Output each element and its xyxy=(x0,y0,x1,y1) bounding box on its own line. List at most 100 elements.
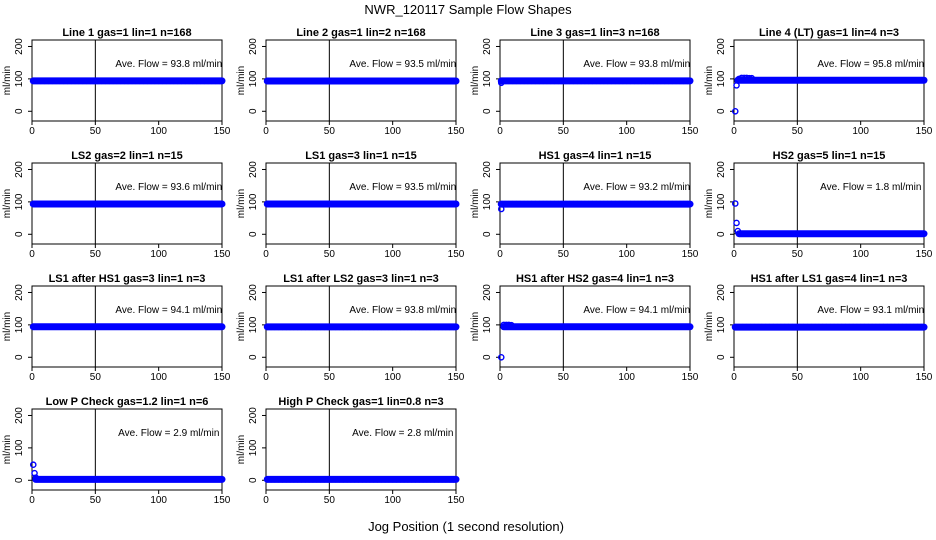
x-tick-label: 0 xyxy=(497,126,503,137)
data-point xyxy=(351,77,358,85)
data-point xyxy=(626,323,633,330)
data-point xyxy=(385,323,393,331)
data-point xyxy=(619,200,627,208)
data-point xyxy=(523,323,530,330)
data-point xyxy=(359,476,366,483)
data-point xyxy=(381,200,389,208)
data-point xyxy=(652,323,660,330)
data-point xyxy=(159,323,166,330)
data-point xyxy=(446,476,453,483)
data-point xyxy=(298,77,305,85)
data-point xyxy=(884,230,891,237)
data-point xyxy=(267,476,275,483)
y-axis-label: ml/min xyxy=(236,66,247,95)
data-point xyxy=(416,476,423,483)
data-point xyxy=(497,79,505,87)
data-point xyxy=(389,77,396,85)
data-point xyxy=(857,230,864,237)
data-point xyxy=(174,77,181,85)
data-point xyxy=(106,200,113,208)
data-point xyxy=(113,200,121,208)
data-point xyxy=(121,77,128,85)
data-point xyxy=(201,323,208,330)
data-point xyxy=(343,323,351,331)
data-point xyxy=(876,230,883,237)
data-point xyxy=(389,476,396,483)
data-point xyxy=(170,200,178,208)
data-point xyxy=(173,476,180,483)
data-point xyxy=(355,323,362,331)
data-point xyxy=(393,323,400,331)
data-point xyxy=(672,77,680,85)
data-point xyxy=(290,77,298,85)
panel-title: Line 3 gas=1 lin=3 n=168 xyxy=(530,27,659,39)
data-point xyxy=(204,200,212,208)
data-point xyxy=(305,200,313,208)
data-point xyxy=(895,230,902,237)
data-point xyxy=(808,230,815,237)
data-point xyxy=(509,200,516,208)
data-point xyxy=(321,200,328,208)
data-point xyxy=(30,323,37,330)
data-point xyxy=(581,200,589,208)
data-point xyxy=(627,77,634,85)
data-point xyxy=(834,323,842,331)
data-point xyxy=(174,323,181,330)
data-point xyxy=(128,200,136,208)
data-point xyxy=(343,77,351,85)
data-point xyxy=(216,323,223,330)
data-point xyxy=(189,323,197,330)
data-point xyxy=(144,200,151,208)
data-point xyxy=(538,323,546,330)
data-point xyxy=(321,323,328,331)
data-point xyxy=(170,323,178,330)
data-point xyxy=(121,323,128,330)
data-point xyxy=(56,323,64,330)
data-point xyxy=(497,205,505,213)
data-point xyxy=(275,77,282,85)
data-point xyxy=(811,230,819,237)
data-point xyxy=(450,77,457,85)
data-point xyxy=(275,323,282,331)
data-point xyxy=(163,200,170,208)
data-point xyxy=(848,77,856,84)
data-point xyxy=(528,77,535,85)
data-point xyxy=(562,200,570,208)
data-point xyxy=(79,200,86,208)
data-point xyxy=(633,323,641,330)
panel: HS2 gas=5 lin=1 n=15 0 50 100 150 0 100 200ml/m… xyxy=(704,150,933,260)
data-point xyxy=(664,323,671,330)
y-tick-label: 200 xyxy=(248,161,259,178)
data-point xyxy=(814,77,821,84)
x-tick-label: 0 xyxy=(29,249,35,260)
x-tick-label: 50 xyxy=(558,126,570,137)
data-point xyxy=(185,77,193,85)
data-point xyxy=(324,200,332,208)
data-point xyxy=(884,323,891,331)
data-point xyxy=(317,476,324,483)
data-point xyxy=(641,323,648,330)
data-point xyxy=(838,323,845,331)
flow-annotation: Ave. Flow = 93.5 ml/min xyxy=(349,182,456,193)
data-point xyxy=(324,323,332,331)
data-point xyxy=(909,77,916,84)
data-point xyxy=(182,77,189,85)
data-point xyxy=(634,200,642,208)
data-point xyxy=(87,200,94,208)
panel: Line 3 gas=1 lin=3 n=168 0 50 100 150 0 100 200… xyxy=(470,27,699,137)
data-point xyxy=(123,476,131,483)
data-point xyxy=(551,200,558,208)
x-tick-label: 150 xyxy=(214,495,231,506)
data-point xyxy=(397,200,404,208)
data-point xyxy=(442,77,450,85)
data-point xyxy=(608,77,615,85)
data-point xyxy=(116,476,123,483)
data-point xyxy=(294,476,301,483)
data-point xyxy=(404,323,412,331)
data-point xyxy=(661,77,668,85)
data-point xyxy=(305,323,313,331)
data-point xyxy=(891,230,899,237)
x-tick-label: 50 xyxy=(90,495,102,506)
data-point xyxy=(71,200,79,208)
data-point xyxy=(856,77,863,84)
